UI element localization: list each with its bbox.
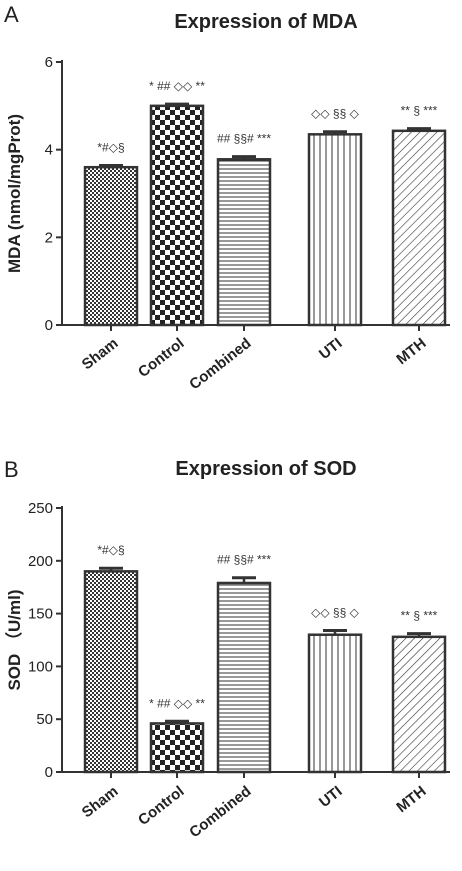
significance-annotation: *#◇§ <box>97 543 124 557</box>
bar-sham <box>83 165 139 327</box>
bar-mth <box>391 129 447 327</box>
y-axis-label: MDA (nmol/mgProt) <box>5 114 24 273</box>
y-tick-label: 250 <box>28 500 53 517</box>
y-tick-label: 0 <box>45 317 53 334</box>
y-tick-label: 200 <box>28 553 53 570</box>
significance-annotation: ** § *** <box>401 104 438 118</box>
x-tick-label: MTH <box>393 335 429 368</box>
bar-control <box>149 104 205 327</box>
chart-title: Expression of SOD <box>175 458 356 480</box>
x-tick-label: Combined <box>186 783 254 842</box>
x-tick-label: Sham <box>79 783 122 822</box>
y-tick-label: 50 <box>36 711 53 728</box>
significance-annotation: ◇◇ §§ ◇ <box>311 605 359 619</box>
significance-annotation: ◇◇ §§ ◇ <box>311 107 359 121</box>
bar-mth <box>391 635 447 774</box>
y-axis-label: SOD （U/ml) <box>4 589 24 690</box>
y-tick-label: 100 <box>28 658 53 675</box>
significance-annotation: * ## ◇◇ ** <box>149 79 205 93</box>
chart-panel-b: B Expression of SOD SOD （U/ml) 0 50 100 150 200… <box>4 457 450 841</box>
x-tick-label: Sham <box>79 335 122 374</box>
x-tick-label: UTI <box>316 783 346 811</box>
bar-combined <box>216 158 272 327</box>
x-tick-label: UTI <box>316 335 346 363</box>
y-tick-label: 0 <box>45 764 53 781</box>
x-tick-label: MTH <box>393 783 429 816</box>
y-tick-label: 6 <box>45 54 53 71</box>
x-tick-label: Control <box>135 335 187 381</box>
significance-annotation: ## §§# *** <box>217 553 271 567</box>
bar-uti <box>307 633 363 774</box>
significance-annotation: * ## ◇◇ ** <box>149 696 205 710</box>
bar-uti <box>307 133 363 327</box>
bar-sham <box>83 570 139 774</box>
panel-label: B <box>4 457 19 482</box>
bar-control <box>149 722 205 774</box>
significance-annotation: ** § *** <box>401 609 438 623</box>
bar-combined <box>216 581 272 774</box>
x-tick-label: Control <box>135 783 187 829</box>
y-tick-label: 2 <box>45 229 53 246</box>
chart-title: Expression of MDA <box>174 11 357 33</box>
x-tick-label: Combined <box>186 335 254 394</box>
significance-annotation: ## §§# *** <box>217 132 271 146</box>
significance-annotation: *#◇§ <box>97 140 124 154</box>
y-tick-label: 4 <box>45 142 53 159</box>
panel-label: A <box>4 2 19 27</box>
chart-panel-a: A Expression of MDA MDA (nmol/mgProt) 0 2 4 6 *… <box>4 2 450 393</box>
y-tick-label: 150 <box>28 606 53 623</box>
